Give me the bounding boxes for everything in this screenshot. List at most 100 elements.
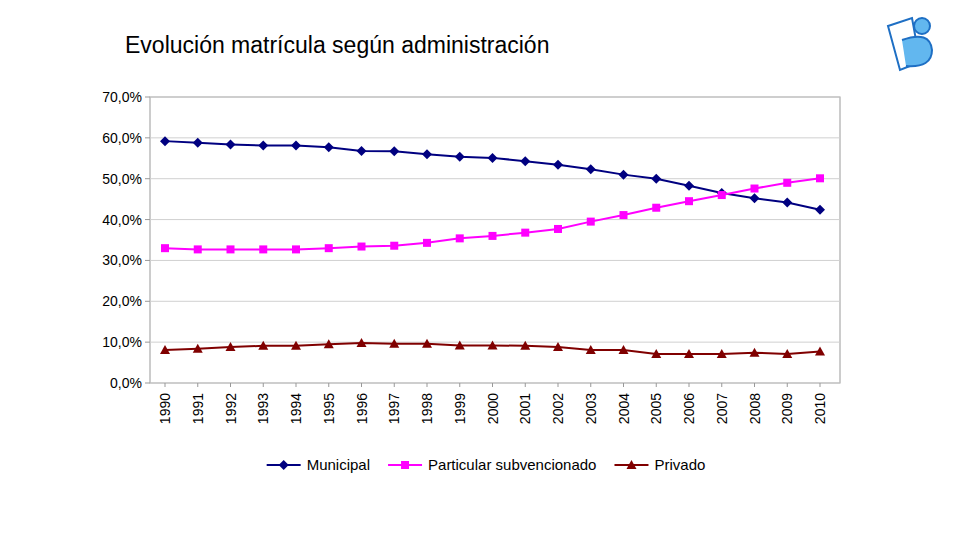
- data-point: [651, 349, 661, 358]
- legend-label: Municipal: [307, 456, 370, 473]
- data-point: [620, 211, 628, 219]
- data-point: [718, 191, 726, 199]
- data-point: [455, 152, 465, 162]
- data-point: [815, 347, 825, 356]
- x-tick-label: 2008: [747, 393, 763, 424]
- tick-mark: [230, 383, 231, 387]
- data-point: [291, 341, 301, 350]
- data-point: [193, 138, 203, 148]
- data-point: [520, 156, 530, 166]
- legend: Municipal Particular subvencionado Privado: [267, 456, 706, 473]
- data-point: [193, 344, 203, 353]
- tick-mark: [459, 383, 460, 387]
- x-tick-label: 1998: [419, 393, 435, 424]
- data-point: [226, 342, 236, 351]
- tick-mark: [492, 383, 493, 387]
- x-tick-label: 1993: [255, 393, 271, 424]
- data-point: [553, 342, 563, 351]
- legend-item: Municipal: [267, 456, 370, 473]
- data-point: [520, 341, 530, 350]
- data-point: [455, 340, 465, 349]
- series-line: [165, 141, 820, 210]
- data-point: [750, 348, 760, 357]
- legend-marker: [626, 460, 636, 469]
- data-point: [782, 197, 792, 207]
- data-point: [816, 174, 824, 182]
- data-point: [751, 185, 759, 193]
- x-tick-label: 2005: [648, 393, 664, 424]
- x-tick-label: 1994: [288, 393, 304, 424]
- tick-mark: [361, 383, 362, 387]
- tick-mark: [754, 383, 755, 387]
- tick-mark: [787, 383, 788, 387]
- y-tick-label: 10,0%: [102, 334, 142, 350]
- data-point: [324, 339, 334, 348]
- grid-line: [150, 137, 840, 138]
- tick-mark: [145, 383, 150, 384]
- tick-mark: [820, 383, 821, 387]
- tick-mark: [145, 342, 150, 343]
- data-point: [619, 345, 629, 354]
- data-point: [586, 164, 596, 174]
- data-point: [587, 218, 595, 226]
- x-tick-label: 2009: [779, 393, 795, 424]
- data-point: [226, 139, 236, 149]
- chart-area: [75, 88, 850, 488]
- tick-mark: [145, 301, 150, 302]
- x-tick-label: 1999: [452, 393, 468, 424]
- legend-marker: [279, 460, 289, 470]
- x-tick-label: 2003: [583, 393, 599, 424]
- grid-line: [150, 342, 840, 343]
- data-point: [259, 245, 267, 253]
- tick-mark: [145, 137, 150, 138]
- tick-mark: [263, 383, 264, 387]
- grid-line: [150, 97, 840, 98]
- logo-shape: [902, 37, 932, 67]
- tick-mark: [165, 383, 166, 387]
- data-point: [685, 197, 693, 205]
- x-tick-label: 1997: [386, 393, 402, 424]
- tick-mark: [590, 383, 591, 387]
- x-tick-label: 2001: [517, 393, 533, 424]
- data-point: [389, 146, 399, 156]
- tick-mark: [145, 97, 150, 98]
- data-point: [619, 170, 629, 180]
- legend-label: Privado: [654, 456, 705, 473]
- x-tick-label: 1996: [354, 393, 370, 424]
- data-point: [684, 349, 694, 358]
- title: Evolución matrícula según administración: [125, 32, 549, 58]
- grid-line: [150, 178, 840, 179]
- y-tick-label: 70,0%: [102, 89, 142, 105]
- series-line: [165, 178, 820, 249]
- data-point: [357, 338, 367, 347]
- data-point: [422, 149, 432, 159]
- data-point: [488, 153, 498, 163]
- legend-marker: [401, 461, 409, 469]
- x-tick-label: 1990: [157, 393, 173, 424]
- grid-line: [150, 301, 840, 302]
- y-tick-label: 0,0%: [110, 375, 142, 391]
- x-tick-label: 1992: [223, 393, 239, 424]
- grid-line: [150, 219, 840, 220]
- x-tick-label: 1995: [321, 393, 337, 424]
- data-point: [553, 160, 563, 170]
- data-point: [358, 243, 366, 251]
- tick-mark: [197, 383, 198, 387]
- data-point: [422, 339, 432, 348]
- tick-mark: [558, 383, 559, 387]
- data-point: [389, 339, 399, 348]
- x-tick-label: 2007: [714, 393, 730, 424]
- data-point: [325, 244, 333, 252]
- y-tick-label: 20,0%: [102, 293, 142, 309]
- data-point: [554, 225, 562, 233]
- tick-mark: [525, 383, 526, 387]
- data-point: [651, 174, 661, 184]
- tick-mark: [145, 260, 150, 261]
- y-tick-label: 60,0%: [102, 130, 142, 146]
- data-point: [586, 345, 596, 354]
- x-tick-label: 2006: [681, 393, 697, 424]
- plot-marks: [160, 136, 825, 358]
- data-point: [783, 179, 791, 187]
- legend-label: Particular subvencionado: [428, 456, 596, 473]
- data-point: [227, 245, 235, 253]
